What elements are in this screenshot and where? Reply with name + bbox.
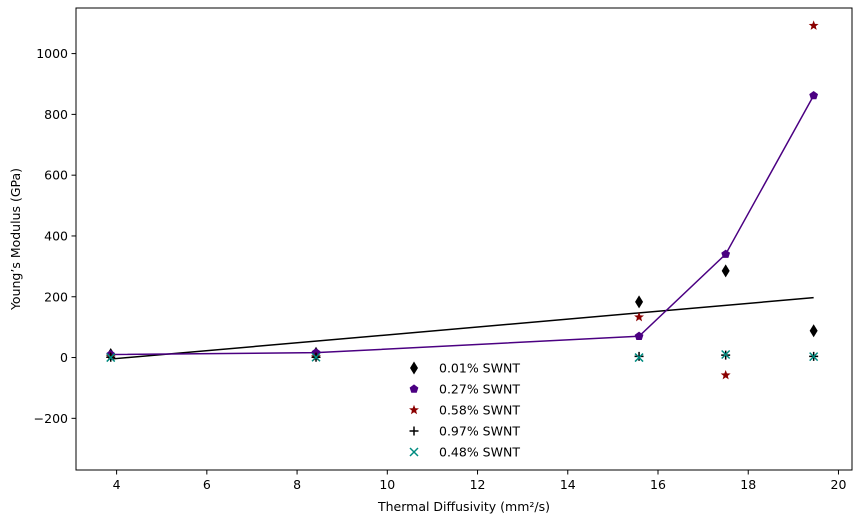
y-tick-label: 0 [60,350,68,365]
legend-marker [409,426,419,436]
y-tick-label: −200 [34,411,68,426]
x-tick-label: 14 [560,477,576,492]
data-point [721,249,731,258]
data-point [635,295,644,309]
y-tick-label: 200 [44,289,68,304]
x-axis-title: Thermal Diffusivity (mm²/s) [377,499,550,514]
legend: 0.01% SWNT 0.27% SWNT 0.58% SWNT 0.97% SWNT… [409,361,520,460]
y-tick-label: 600 [44,168,68,183]
x-tick-label: 20 [831,477,847,492]
y-axis: −200 0 200 400 600 800 1000 [34,46,76,426]
data-point [721,264,730,278]
y-axis-title: Young’s Modulus (GPa) [8,168,23,311]
data-point [634,351,644,361]
data-point [809,90,819,100]
data-point [808,20,819,30]
data-point [106,353,116,363]
data-point [311,352,321,362]
y-tick-label: 800 [44,107,68,122]
x-tick-label: 6 [203,477,211,492]
data-point [809,324,818,338]
x-tick-label: 4 [113,477,121,492]
data-point [634,311,644,322]
x-tick-label: 18 [740,477,756,492]
x-tick-label: 12 [470,477,486,492]
plot-area [76,8,852,470]
data-point [634,353,644,363]
x-tick-label: 10 [379,477,395,492]
legend-marker [410,361,418,375]
legend-label: 0.97% SWNT [439,424,520,439]
plot-frame [75,7,853,471]
legend-label: 0.48% SWNT [439,445,520,460]
data-point [809,352,819,362]
y-tick-label: 1000 [36,46,68,61]
linear-fit-line [110,296,814,360]
x-axis: 4 6 8 10 12 14 16 18 20 [113,470,847,492]
y-tick-label: 400 [44,228,68,243]
x-tick-label: 8 [293,477,301,492]
data-point [720,369,731,380]
data-point [721,349,731,360]
data-markers [105,20,819,380]
legend-label: 0.27% SWNT [439,382,520,397]
legend-label: 0.01% SWNT [439,361,520,376]
legend-marker [409,447,419,457]
legend-marker [409,384,419,393]
legend-label: 0.58% SWNT [439,403,520,418]
legend-marker [409,404,419,415]
data-point [634,331,644,340]
x-tick-label: 16 [650,477,666,492]
